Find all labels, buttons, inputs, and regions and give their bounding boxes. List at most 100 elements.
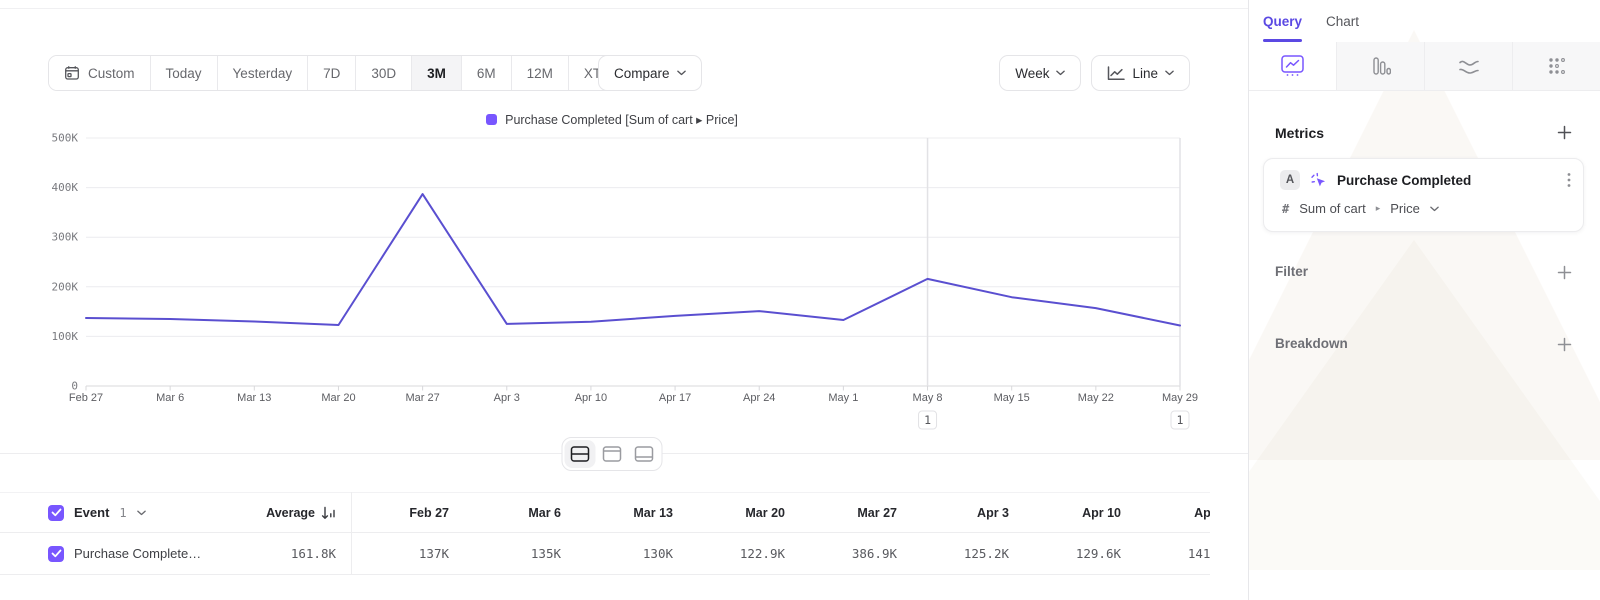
date-column-header[interactable]: Apr 17 [1194, 505, 1210, 520]
event-index: 1 [119, 505, 127, 520]
query-panel: Query Chart Metrics A Purchase Completed … [1248, 0, 1600, 600]
value-cell: 122.9K [739, 546, 785, 561]
average-header-label: Average [266, 505, 315, 520]
range-30d[interactable]: 30D [356, 56, 413, 90]
annotation-badge[interactable]: 1 [918, 410, 938, 430]
x-axis-tick-label: May 15 [994, 392, 1030, 404]
kebab-menu-icon[interactable] [1567, 172, 1571, 188]
watermark-triangle [1249, 30, 1600, 460]
date-column-header[interactable]: Feb 27 [409, 505, 449, 520]
y-axis-tick-label: 300K [52, 231, 79, 244]
top-hairline [0, 8, 1600, 9]
chart-type-button[interactable]: Line [1091, 55, 1190, 91]
insights-line-icon [1281, 55, 1304, 77]
series-cell[interactable]: Purchase Completed [Sum of cart ▸ Price] [0, 545, 210, 562]
annotation-badge[interactable]: 1 [1170, 410, 1190, 430]
y-axis-tick-label: 400K [52, 181, 79, 194]
retention-grid-icon [1548, 57, 1566, 75]
date-column-header[interactable]: Mar 27 [857, 505, 897, 520]
split-view-button[interactable] [564, 440, 596, 468]
line-chart[interactable]: 0 100K 200K 300K 400K 500K Feb 27 Mar 6 Mar 13 Ma… [0, 130, 1248, 432]
tab-chart[interactable]: Chart [1326, 0, 1359, 42]
x-axis-tick-label: Apr 24 [743, 392, 775, 404]
legend-color-swatch [486, 114, 498, 125]
x-axis-tick-label: Apr 17 [659, 392, 691, 404]
event-header-cell[interactable]: Event 1 [0, 504, 210, 521]
chevron-down-icon[interactable] [136, 510, 146, 516]
tab-query[interactable]: Query [1263, 0, 1303, 42]
granularity-label: Week [1015, 65, 1050, 81]
x-axis-tick-label: May 29 [1162, 392, 1198, 404]
date-column-header[interactable]: Apr 3 [977, 505, 1009, 520]
breakdown-heading: Breakdown [1275, 336, 1348, 351]
chart-view-button[interactable] [597, 440, 628, 468]
value-columns: 137K 135K 130K 122.9K 386.9K 125.2K 129.6K 141.… [351, 546, 1210, 561]
chart-view-icon [602, 446, 622, 462]
chart-type-tab-bar-chart[interactable] [1336, 42, 1424, 90]
chart-type-tab-insights-line[interactable] [1249, 42, 1336, 90]
table-view-button[interactable] [629, 440, 660, 468]
range-today[interactable]: Today [150, 56, 218, 90]
series-checkbox[interactable] [48, 545, 64, 562]
range-3m[interactable]: 3M [412, 56, 462, 90]
breadcrumb-arrow-icon: ▸ [1375, 203, 1381, 213]
date-column-header[interactable]: Mar 20 [745, 505, 785, 520]
legend-label: Purchase Completed [Sum of cart ▸ Price] [505, 113, 738, 127]
event-spark-icon [1310, 172, 1327, 189]
chevron-down-icon [1056, 70, 1066, 76]
flow-chart-icon [1458, 57, 1480, 75]
x-axis-tick-label: Mar 27 [405, 392, 439, 404]
x-axis-tick-label: Mar 6 [156, 392, 184, 404]
data-line[interactable] [85, 193, 1181, 327]
chart-controls: Week Line [999, 55, 1190, 91]
x-axis-tick-label: Apr 3 [494, 392, 520, 404]
x-axis-tick-label: Apr 10 [575, 392, 607, 404]
chevron-down-icon [1430, 206, 1439, 212]
x-axis-tick-label: Mar 20 [321, 392, 355, 404]
event-header-label: Event [74, 505, 110, 520]
aggregation-property: Price [1390, 201, 1420, 216]
table-row[interactable]: Purchase Completed [Sum of cart ▸ Price]… [0, 533, 1210, 575]
range-7d[interactable]: 7D [308, 56, 357, 90]
add-filter-button[interactable] [1552, 260, 1576, 284]
add-breakdown-button[interactable] [1552, 332, 1576, 356]
add-metric-button[interactable] [1552, 120, 1576, 144]
metric-aggregation-row[interactable]: # Sum of cart ▸ Price [1282, 201, 1439, 216]
layout-toggle [561, 437, 663, 471]
value-cell: 141.3K [1187, 546, 1210, 561]
chevron-down-icon [1165, 70, 1174, 76]
average-header-cell[interactable]: Average [210, 506, 351, 520]
range-yesterday[interactable]: Yesterday [217, 56, 309, 90]
metric-card[interactable]: A Purchase Completed # Sum of cart ▸ Pri… [1263, 158, 1584, 232]
select-all-checkbox[interactable] [48, 504, 64, 521]
chart-type-tabs [1249, 42, 1600, 91]
number-property-icon: # [1282, 201, 1290, 216]
x-axis-tick-label: May 1 [828, 392, 858, 404]
value-cell: 129.6K [1075, 546, 1121, 561]
date-header-columns: Feb 27 Mar 6 Mar 13 Mar 20 Mar 27 Apr 3 Apr 10… [351, 506, 1210, 520]
table-view-icon [634, 446, 654, 462]
series-label: Purchase Completed [Sum of cart ▸ Price] [74, 545, 208, 561]
date-column-header[interactable]: Mar 13 [633, 505, 673, 520]
chart-legend: Purchase Completed [Sum of cart ▸ Price] [0, 112, 1224, 127]
granularity-button[interactable]: Week [999, 55, 1082, 91]
compare-button[interactable]: Compare [598, 55, 702, 91]
line-chart-icon [1107, 65, 1126, 81]
filter-heading: Filter [1275, 264, 1309, 279]
value-cell: 130K [642, 546, 673, 561]
report-canvas: CustomTodayYesterday7D30D3M6M12MXTD Comp… [0, 55, 1248, 575]
date-column-header[interactable]: Mar 6 [528, 505, 561, 520]
range-6m[interactable]: 6M [461, 56, 512, 90]
chart-type-tab-flow-chart[interactable] [1424, 42, 1512, 90]
chevron-down-icon [676, 70, 686, 76]
chart-type-tab-retention-grid[interactable] [1512, 42, 1600, 90]
range-custom[interactable]: Custom [49, 56, 151, 90]
x-axis-tick-label: May 8 [913, 392, 943, 404]
aggregation-label: Sum of cart [1299, 201, 1366, 216]
metric-card-title-row[interactable]: A Purchase Completed [1280, 170, 1571, 190]
sort-descending-icon[interactable] [321, 506, 336, 520]
metric-name: Purchase Completed [1337, 172, 1472, 188]
metric-letter-badge: A [1280, 170, 1300, 190]
range-12m[interactable]: 12M [511, 56, 569, 90]
date-column-header[interactable]: Apr 10 [1082, 505, 1121, 520]
